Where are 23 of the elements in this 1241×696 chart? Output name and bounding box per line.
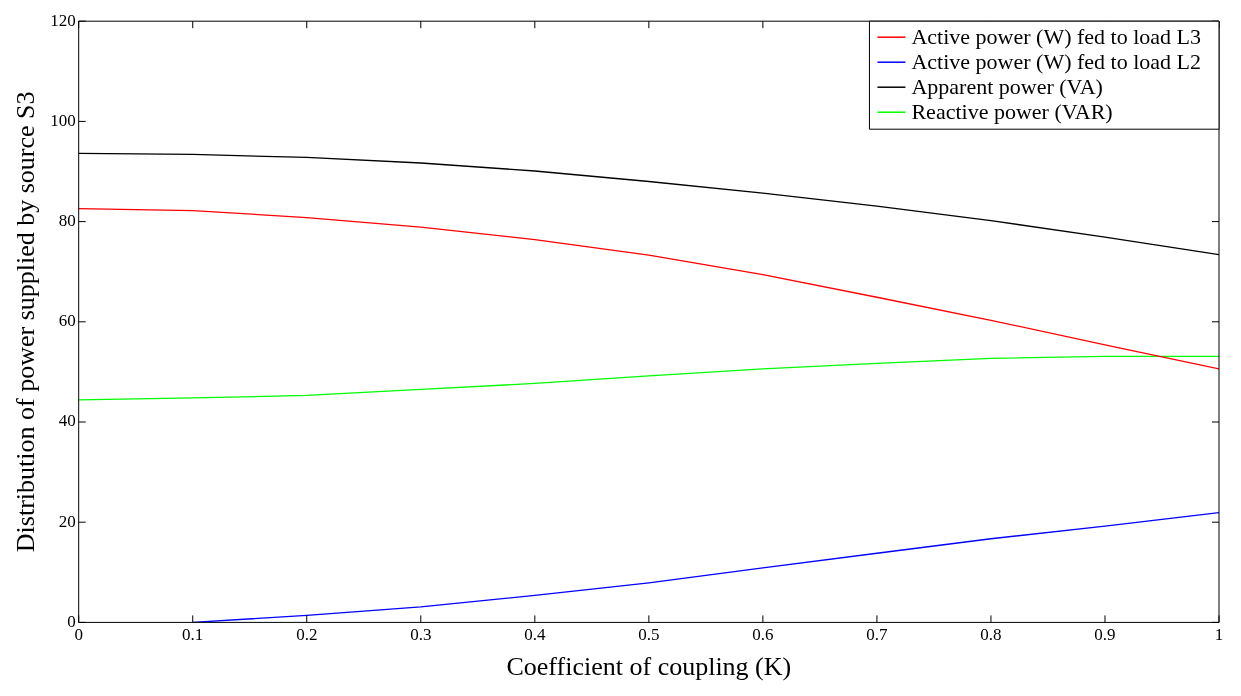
- x-tick-label: 0.2: [296, 625, 318, 645]
- x-tick-label: 0.7: [866, 625, 889, 645]
- x-tick-label: 0.9: [1094, 625, 1116, 645]
- y-tick-label: 20: [58, 511, 76, 531]
- legend-label: Active power (W) fed to load L2: [911, 48, 1202, 74]
- y-tick-label: 0: [67, 611, 76, 631]
- x-tick-label: 0.4: [524, 625, 546, 645]
- y-tick-label: 60: [58, 311, 76, 331]
- legend-label: Apparent power (VA): [911, 73, 1103, 99]
- x-tick-label: 0.3: [410, 625, 432, 645]
- y-tick-label: 80: [58, 211, 76, 231]
- y-tick-label: 40: [58, 411, 76, 431]
- x-tick-label: 0.5: [638, 625, 660, 645]
- y-tick-label: 120: [50, 10, 76, 30]
- x-tick-label: 0.6: [752, 625, 774, 645]
- x-axis-title: Coefficient of coupling (K): [506, 652, 792, 682]
- x-tick-label: 0.1: [182, 625, 204, 645]
- y-tick-label: 100: [50, 110, 76, 130]
- y-axis-title: Distribution of power supplied by source S3: [11, 91, 41, 553]
- legend-label: Active power (W) fed to load L3: [911, 23, 1202, 49]
- legend-label: Reactive power (VAR): [911, 98, 1113, 124]
- x-tick-label: 0.8: [980, 625, 1002, 645]
- x-tick-label: 1: [1214, 625, 1224, 645]
